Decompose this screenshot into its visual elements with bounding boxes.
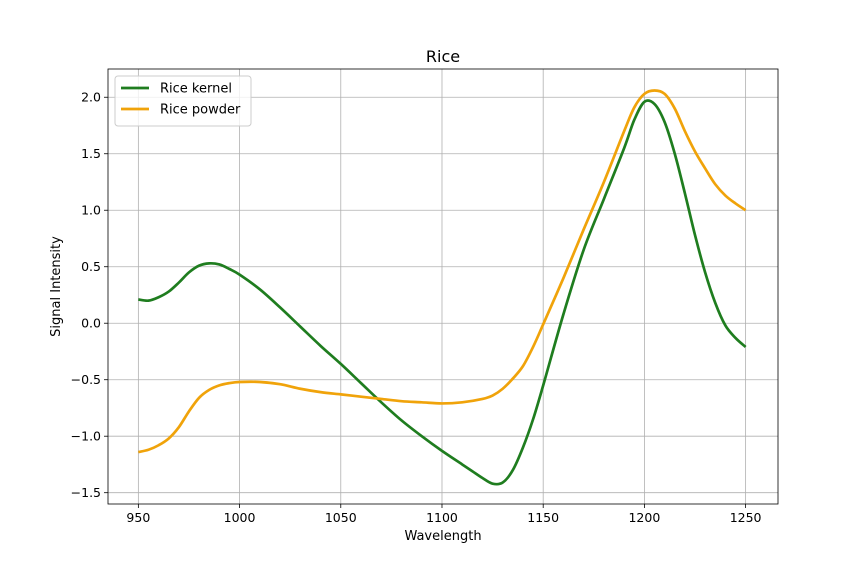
plot-frame	[107, 68, 779, 505]
y-tick-label: 0.0	[81, 316, 101, 331]
x-tick-label: 1100	[426, 510, 458, 525]
chart-title: Rice	[426, 47, 460, 66]
x-tick-label: 1050	[325, 510, 357, 525]
y-tick-label: −1.0	[71, 429, 101, 444]
y-tick-label: 1.5	[81, 146, 101, 161]
y-tick-label: −0.5	[71, 372, 101, 387]
y-tick-label: 1.0	[81, 203, 101, 218]
x-tick-label: 1250	[730, 510, 762, 525]
y-axis-label: Signal Intensity	[49, 236, 64, 337]
legend-label-rice-powder: Rice powder	[160, 103, 241, 118]
legend-label-rice-kernel: Rice kernel	[160, 82, 232, 97]
x-tick-label: 950	[126, 510, 150, 525]
y-axis: −1.5 −1.0 −0.5 0.0 0.5 1.0 1.5 2.0	[71, 90, 108, 500]
plot-area	[108, 69, 778, 504]
x-tick-label: 1150	[527, 510, 559, 525]
x-tick-label: 1200	[628, 510, 660, 525]
x-axis-label: Wavelength	[404, 529, 481, 544]
series-line-rice-powder	[138, 89, 747, 454]
y-tick-label: 2.0	[81, 90, 101, 105]
y-tick-label: 0.5	[81, 259, 101, 274]
series-line-rice-kernel	[138, 99, 747, 486]
x-tick-label: 1000	[224, 510, 256, 525]
legend: Rice kernel Rice powder	[114, 75, 252, 127]
x-axis: 950 1000 1050 1100 1150 1200 1250	[126, 504, 762, 525]
series-layer	[138, 89, 747, 486]
grid	[108, 69, 778, 504]
y-tick-label: −1.5	[71, 485, 101, 500]
